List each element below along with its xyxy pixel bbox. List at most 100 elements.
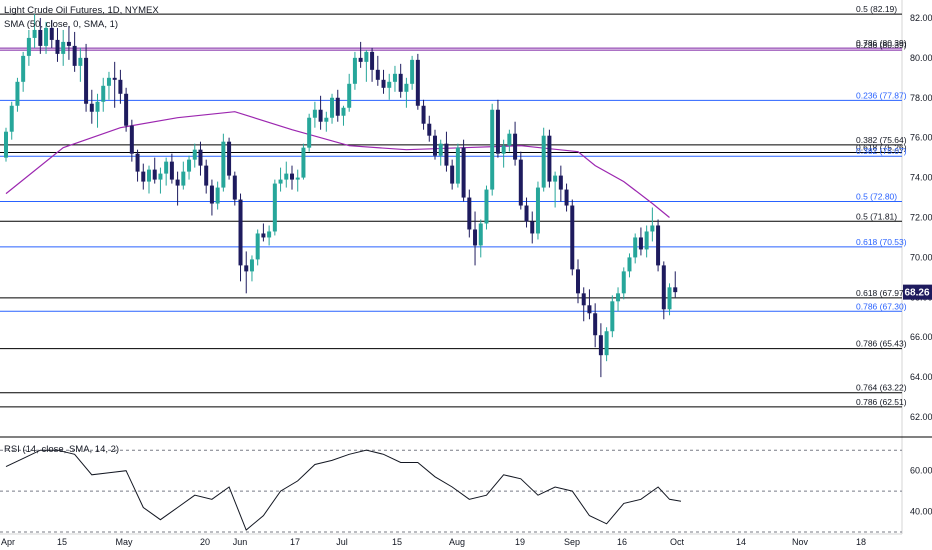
candle-body[interactable] [101,85,106,102]
candle-body[interactable] [341,107,346,116]
candle-body[interactable] [352,57,357,84]
candle-body[interactable] [318,109,323,122]
candle-body[interactable] [204,165,209,186]
candle-body[interactable] [570,205,575,270]
candle-body[interactable] [192,149,197,160]
candle-body[interactable] [78,57,83,66]
candle-body[interactable] [444,143,449,166]
candle-body[interactable] [49,27,54,40]
candle-body[interactable] [55,39,60,54]
candle-body[interactable] [404,83,409,92]
candle-body[interactable] [152,169,157,180]
candle-body[interactable] [610,301,615,332]
candle-body[interactable] [335,97,340,116]
candle-body[interactable] [656,225,661,266]
candle-body[interactable] [484,189,489,224]
candle-body[interactable] [547,135,552,182]
candle-body[interactable] [164,161,169,174]
symbol-title[interactable]: Light Crude Oil Futures, 1D, NYMEX [4,5,159,16]
candle-body[interactable] [72,45,77,66]
candle-body[interactable] [518,159,523,206]
candle-body[interactable] [593,313,598,336]
candle-body[interactable] [375,69,380,80]
candle-body[interactable] [553,175,558,182]
candle-body[interactable] [66,41,71,46]
candle-body[interactable] [490,109,495,190]
candle-body[interactable] [38,29,43,46]
candle-body[interactable] [558,175,563,190]
candle-body[interactable] [301,147,306,178]
candle-body[interactable] [124,93,129,126]
candle-body[interactable] [9,105,14,132]
candle-body[interactable] [501,145,506,154]
candle-body[interactable] [370,51,375,70]
candle-body[interactable] [564,189,569,206]
candle-body[interactable] [330,97,335,118]
candle-body[interactable] [95,101,100,112]
candle-body[interactable] [255,233,260,260]
candle-body[interactable] [473,229,478,246]
candle-body[interactable] [4,131,8,158]
candle-body[interactable] [535,187,540,234]
candle-body[interactable] [141,171,146,182]
candle-body[interactable] [209,185,214,204]
candle-body[interactable] [215,187,220,204]
candle-body[interactable] [169,161,174,180]
candle-body[interactable] [507,133,512,146]
candle-body[interactable] [106,77,111,86]
candle-body[interactable] [61,41,66,54]
candle-body[interactable] [650,225,655,232]
candle-body[interactable] [32,29,37,38]
candle-body[interactable] [278,179,283,184]
candle-body[interactable] [272,183,277,232]
candle-body[interactable] [392,73,397,82]
candle-body[interactable] [347,83,352,108]
rsi-indicator-title[interactable]: RSI (14, close, SMA, 14, 2) [4,444,119,455]
candle-body[interactable] [187,159,192,172]
candle-body[interactable] [673,287,678,293]
candle-body[interactable] [118,79,123,94]
candle-body[interactable] [638,237,643,250]
candle-body[interactable] [433,135,437,156]
candle-body[interactable] [598,335,603,356]
candle-body[interactable] [44,27,49,46]
candle-body[interactable] [364,51,369,62]
candle-body[interactable] [290,173,294,180]
candle-body[interactable] [604,331,609,356]
candle-body[interactable] [135,153,140,172]
candle-body[interactable] [478,223,483,246]
candle-body[interactable] [244,265,249,272]
candle-body[interactable] [467,197,472,230]
candle-body[interactable] [175,179,180,186]
candle-body[interactable] [198,149,203,166]
candle-body[interactable] [312,109,317,118]
candle-body[interactable] [15,81,20,106]
candle-body[interactable] [249,259,254,272]
candle-body[interactable] [627,257,632,272]
candle-body[interactable] [461,147,466,198]
candle-body[interactable] [307,117,312,148]
candle-body[interactable] [513,133,518,160]
candle-body[interactable] [267,231,272,238]
candle-body[interactable] [661,265,666,310]
candle-body[interactable] [381,79,386,88]
candle-body[interactable] [524,205,529,222]
candle-body[interactable] [158,173,163,180]
candle-body[interactable] [410,59,415,84]
candle-body[interactable] [667,287,672,310]
candle-body[interactable] [495,109,500,154]
candle-body[interactable] [541,135,546,188]
candle-body[interactable] [587,305,592,314]
candle-body[interactable] [238,199,243,266]
candle-body[interactable] [616,293,621,302]
candle-body[interactable] [644,231,649,250]
candle-body[interactable] [147,169,151,182]
candle-body[interactable] [415,59,420,106]
candle-body[interactable] [427,123,432,136]
candle-body[interactable] [421,105,426,124]
candle-body[interactable] [455,147,460,184]
candle-body[interactable] [576,269,580,294]
candle-body[interactable] [112,77,117,80]
candle-body[interactable] [387,81,392,88]
candle-body[interactable] [26,37,31,56]
